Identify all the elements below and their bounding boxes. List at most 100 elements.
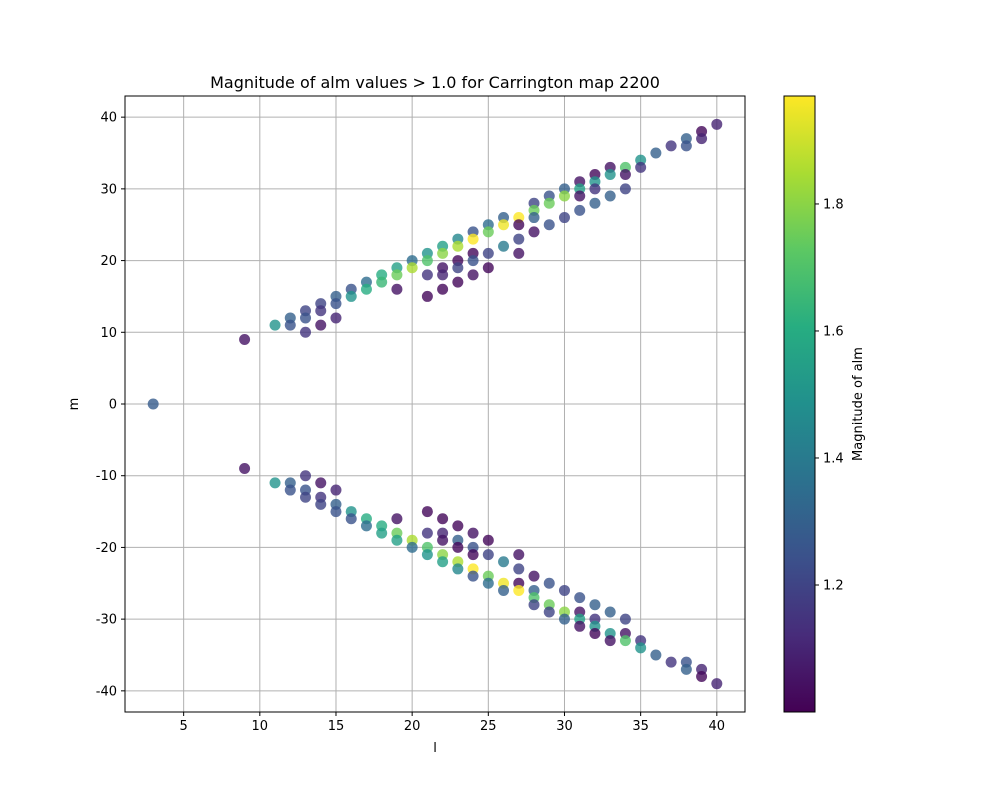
data-point: [315, 305, 327, 317]
data-point: [421, 527, 433, 539]
data-point: [406, 262, 418, 274]
data-point: [665, 656, 677, 668]
data-point: [528, 226, 540, 238]
data-point: [360, 520, 372, 532]
y-tick-label: -30: [96, 613, 117, 628]
data-point: [452, 262, 464, 274]
colorbar-ticks: 1.2 1.4 1.6 1.8: [815, 197, 844, 593]
x-tick-label: 10: [252, 719, 269, 734]
data-point: [147, 398, 159, 410]
data-point: [330, 484, 342, 496]
data-point: [558, 584, 570, 596]
data-point: [696, 133, 708, 145]
data-point: [437, 513, 449, 525]
data-point: [376, 527, 388, 539]
data-point: [376, 276, 388, 288]
data-point: [330, 312, 342, 324]
data-point: [574, 620, 586, 632]
data-point: [513, 549, 525, 561]
data-point: [284, 484, 296, 496]
data-point: [391, 269, 403, 281]
x-tick-label: 35: [632, 719, 649, 734]
data-point: [345, 513, 357, 525]
data-point: [528, 570, 540, 582]
y-axis-label: m: [67, 398, 82, 411]
data-point: [360, 283, 372, 295]
data-point: [543, 577, 555, 589]
data-point: [452, 276, 464, 288]
data-point: [437, 534, 449, 546]
data-point: [558, 212, 570, 224]
data-point: [498, 584, 510, 596]
data-point: [619, 613, 631, 625]
y-tick-label: 0: [109, 398, 117, 413]
data-point: [558, 190, 570, 202]
y-tick-label: 40: [100, 111, 117, 126]
data-point: [421, 255, 433, 267]
data-point: [589, 183, 601, 195]
data-point: [604, 169, 616, 181]
data-point: [604, 190, 616, 202]
data-point: [421, 549, 433, 561]
data-point: [589, 197, 601, 209]
data-point: [513, 247, 525, 259]
x-tick-label: 5: [180, 719, 188, 734]
data-point: [300, 326, 312, 338]
data-point: [589, 599, 601, 611]
colorbar-tick-label: 1.6: [823, 324, 844, 339]
data-point: [482, 534, 494, 546]
data-point: [452, 240, 464, 252]
y-tick-label: -20: [96, 541, 117, 556]
y-tick-label: 30: [100, 182, 117, 197]
data-point: [467, 527, 479, 539]
x-axis-ticks: 5 10 15 20 25 30 35 40: [180, 712, 725, 734]
data-point: [269, 477, 281, 489]
data-point: [239, 463, 251, 475]
data-point: [452, 541, 464, 553]
data-point: [604, 606, 616, 618]
data-point: [482, 262, 494, 274]
y-axis-ticks: -40 -30 -20 -10 0 10 20 30 40: [96, 111, 125, 699]
data-point: [482, 577, 494, 589]
x-tick-label: 30: [556, 719, 573, 734]
colorbar-label: Magnitude of alm: [851, 347, 866, 461]
data-point: [711, 118, 723, 130]
data-point: [437, 283, 449, 295]
data-point: [467, 233, 479, 245]
data-point: [665, 140, 677, 152]
grid-lines: [125, 96, 745, 712]
data-point: [482, 226, 494, 238]
data-point: [406, 541, 418, 553]
data-point: [574, 204, 586, 216]
data-point: [498, 240, 510, 252]
data-point: [421, 290, 433, 302]
data-point: [696, 671, 708, 683]
data-point: [543, 197, 555, 209]
data-point: [498, 556, 510, 568]
data-point: [528, 599, 540, 611]
data-point: [635, 161, 647, 173]
data-point: [513, 233, 525, 245]
data-point: [437, 556, 449, 568]
data-point: [421, 506, 433, 518]
data-point: [421, 269, 433, 281]
data-point: [391, 534, 403, 546]
data-point: [513, 563, 525, 575]
data-point: [482, 247, 494, 259]
data-point: [467, 570, 479, 582]
data-point: [680, 140, 692, 152]
chart-title: Magnitude of alm values > 1.0 for Carrin…: [210, 73, 660, 92]
data-point: [543, 606, 555, 618]
y-tick-label: 20: [100, 254, 117, 269]
data-point: [452, 563, 464, 575]
data-point: [650, 147, 662, 159]
data-point: [239, 333, 251, 345]
colorbar-tick-label: 1.8: [823, 197, 844, 212]
colorbar-tick-label: 1.2: [823, 578, 844, 593]
x-tick-label: 15: [328, 719, 345, 734]
data-point: [315, 319, 327, 331]
data-point: [574, 190, 586, 202]
data-point: [543, 219, 555, 231]
